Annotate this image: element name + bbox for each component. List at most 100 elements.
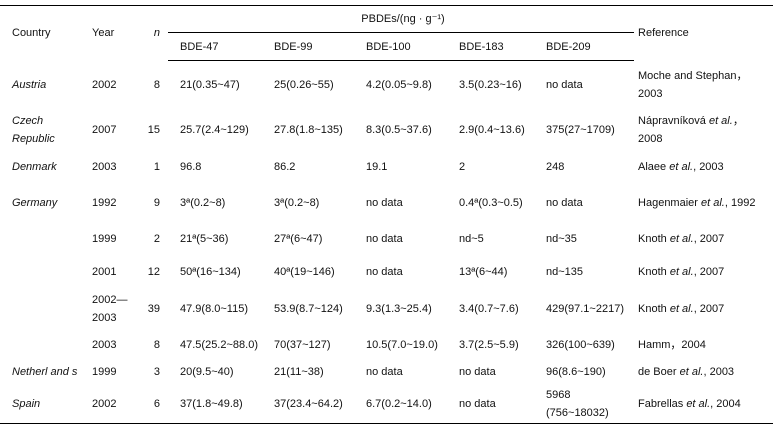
country-cell: Austria — [0, 61, 88, 109]
sample-count: 6 — [153, 398, 160, 411]
reference-part: , 2003 — [703, 366, 735, 378]
concentration: no data — [546, 78, 583, 91]
concentration: 37(1.8~49.8) — [180, 398, 243, 411]
concentration: 9.3(1.3~25.4) — [366, 303, 432, 315]
country-cell — [0, 256, 88, 288]
reference-cell: Fabrellas et al., 2004 — [634, 386, 773, 424]
country: Czech Republic — [12, 114, 55, 145]
concentration: 2.9(0.4~13.6) — [459, 123, 525, 136]
reference-part: et al. — [679, 366, 704, 378]
concentration: 20(9.5~40) — [180, 366, 234, 378]
header-congener: BDE-209 — [542, 32, 635, 61]
concentration: 2 — [459, 161, 466, 173]
concentration: 27ª(6~47) — [274, 233, 323, 245]
concentration: 86.2 — [274, 161, 296, 173]
concentration: no data — [366, 197, 403, 209]
reference-part: , 2007 — [693, 233, 725, 245]
reference-cell: Hamm，2004 — [634, 331, 773, 359]
reference-part: Fabrellas — [638, 398, 687, 411]
header-congener: BDE-47 — [168, 32, 270, 61]
country: Austria — [12, 78, 47, 91]
country: Germany — [12, 197, 58, 209]
table-row: Spain 2002 6 37(1.8~49.8) 37(23.4~64.2) 6.7(0… — [0, 386, 773, 424]
year: 2002—2003 — [92, 294, 128, 324]
concentration: 6.7(0.2~14.0) — [366, 398, 432, 411]
reference-part: et al. — [686, 398, 711, 411]
concentration: 8.3(0.5~37.6) — [366, 123, 432, 136]
table-row: Czech Republic 2007 15 25.7(2.4~129) 27.8(1.… — [0, 109, 773, 151]
reference-part: Knoth — [638, 233, 670, 245]
reference-part: , 1992 — [724, 197, 756, 209]
sample-count: 39 — [147, 303, 160, 315]
concentration: 96.8 — [180, 161, 202, 173]
concentration: 53.9(8.7~124) — [274, 303, 343, 315]
reference-cell: Knoth et al., 2007 — [634, 256, 773, 288]
reference-cell: Knoth et al., 2007 — [634, 288, 773, 331]
concentration: 13ª(6~44) — [459, 265, 508, 278]
country-cell: Netherl and s — [0, 359, 88, 386]
sample-count: 8 — [153, 78, 160, 91]
table-row: 2001 12 50ª(16~134) 40ª(19~146) no data 13ª(6… — [0, 256, 773, 288]
sample-count: 8 — [153, 338, 160, 351]
concentration: 25.7(2.4~129) — [180, 123, 249, 136]
country-cell: Denmark — [0, 151, 88, 184]
reference-part: Nápravníková — [638, 114, 709, 127]
concentration: nd~35 — [546, 233, 577, 245]
country-cell: Germany — [0, 184, 88, 223]
reference-part: , 2007 — [693, 303, 725, 315]
concentration: no data — [366, 265, 403, 278]
country-cell — [0, 331, 88, 359]
header-reference: Reference — [638, 27, 689, 40]
concentration: 3ª(0.2~8) — [180, 197, 226, 209]
concentration: 96(8.6~190) — [546, 366, 606, 378]
reference-cell: de Boer et al., 2003 — [634, 359, 773, 386]
concentration: 47.9(8.0~115) — [180, 303, 248, 315]
concentration: 21(0.35~47) — [180, 78, 240, 91]
country-cell: Czech Republic — [0, 109, 88, 151]
year: 2007 — [92, 123, 117, 136]
concentration: no data — [366, 233, 403, 245]
concentration: 5968 (756~18032) — [546, 389, 609, 420]
sample-count: 1 — [153, 161, 160, 173]
country-cell — [0, 288, 88, 331]
header-congener: BDE-183 — [455, 32, 542, 61]
sample-count: 9 — [153, 197, 160, 209]
sample-count: 12 — [147, 265, 160, 278]
concentration: 50ª(16~134) — [180, 265, 241, 278]
country-cell — [0, 223, 88, 256]
concentration: 40ª(19~146) — [274, 265, 335, 278]
concentration: 0.4ª(0.3~0.5) — [459, 197, 523, 209]
reference-part: de Boer — [638, 366, 680, 378]
table-body: Austria 2002 8 21(0.35~47) 25(0.26~55) 4.2(0.… — [0, 61, 773, 424]
reference-part: ，2008 — [638, 114, 744, 145]
year: 2002 — [92, 398, 117, 411]
table-row: Germany 1992 9 3ª(0.2~8) 3ª(0.2~8) no data 0.4… — [0, 184, 773, 223]
sample-count: 3 — [153, 366, 160, 378]
table-row: 1999 2 21ª(5~36) 27ª(6~47) no data nd~5 nd~35 K… — [0, 223, 773, 256]
header-country: Country — [12, 27, 51, 40]
table-row: Denmark 2003 1 96.8 86.2 19.1 2 248 Alaee et al.… — [0, 151, 773, 184]
page: Country Year n PBDEs/(ng · g⁻¹) Referenc… — [0, 5, 773, 430]
concentration: no data — [546, 197, 583, 209]
concentration: nd~135 — [546, 265, 584, 278]
table-header: Country Year n PBDEs/(ng · g⁻¹) Referenc… — [0, 5, 773, 61]
concentration: 37(23.4~64.2) — [274, 398, 343, 411]
reference-cell: Alaee et al., 2003 — [634, 151, 773, 184]
header-year: Year — [92, 27, 115, 40]
concentration: 47.5(25.2~88.0) — [180, 338, 258, 351]
header-congener: BDE-99 — [270, 32, 362, 61]
year: 2003 — [92, 338, 117, 351]
concentration: 3.5(0.23~16) — [459, 78, 522, 91]
reference-part: Alaee — [638, 161, 670, 173]
concentration: 375(27~1709) — [546, 123, 615, 136]
reference-part: et al. — [669, 161, 694, 173]
table-row: 2002—2003 39 47.9(8.0~115) 53.9(8.7~124) 9.3… — [0, 288, 773, 331]
year: 2003 — [92, 161, 117, 173]
header-n: n — [153, 27, 160, 40]
concentration: no data — [459, 398, 496, 411]
reference-cell: Moche and Stephan，2003 — [634, 61, 773, 109]
concentration: 10.5(7.0~19.0) — [366, 338, 438, 351]
year: 2002 — [92, 78, 117, 91]
year: 1992 — [92, 197, 117, 209]
year: 2001 — [92, 265, 117, 278]
